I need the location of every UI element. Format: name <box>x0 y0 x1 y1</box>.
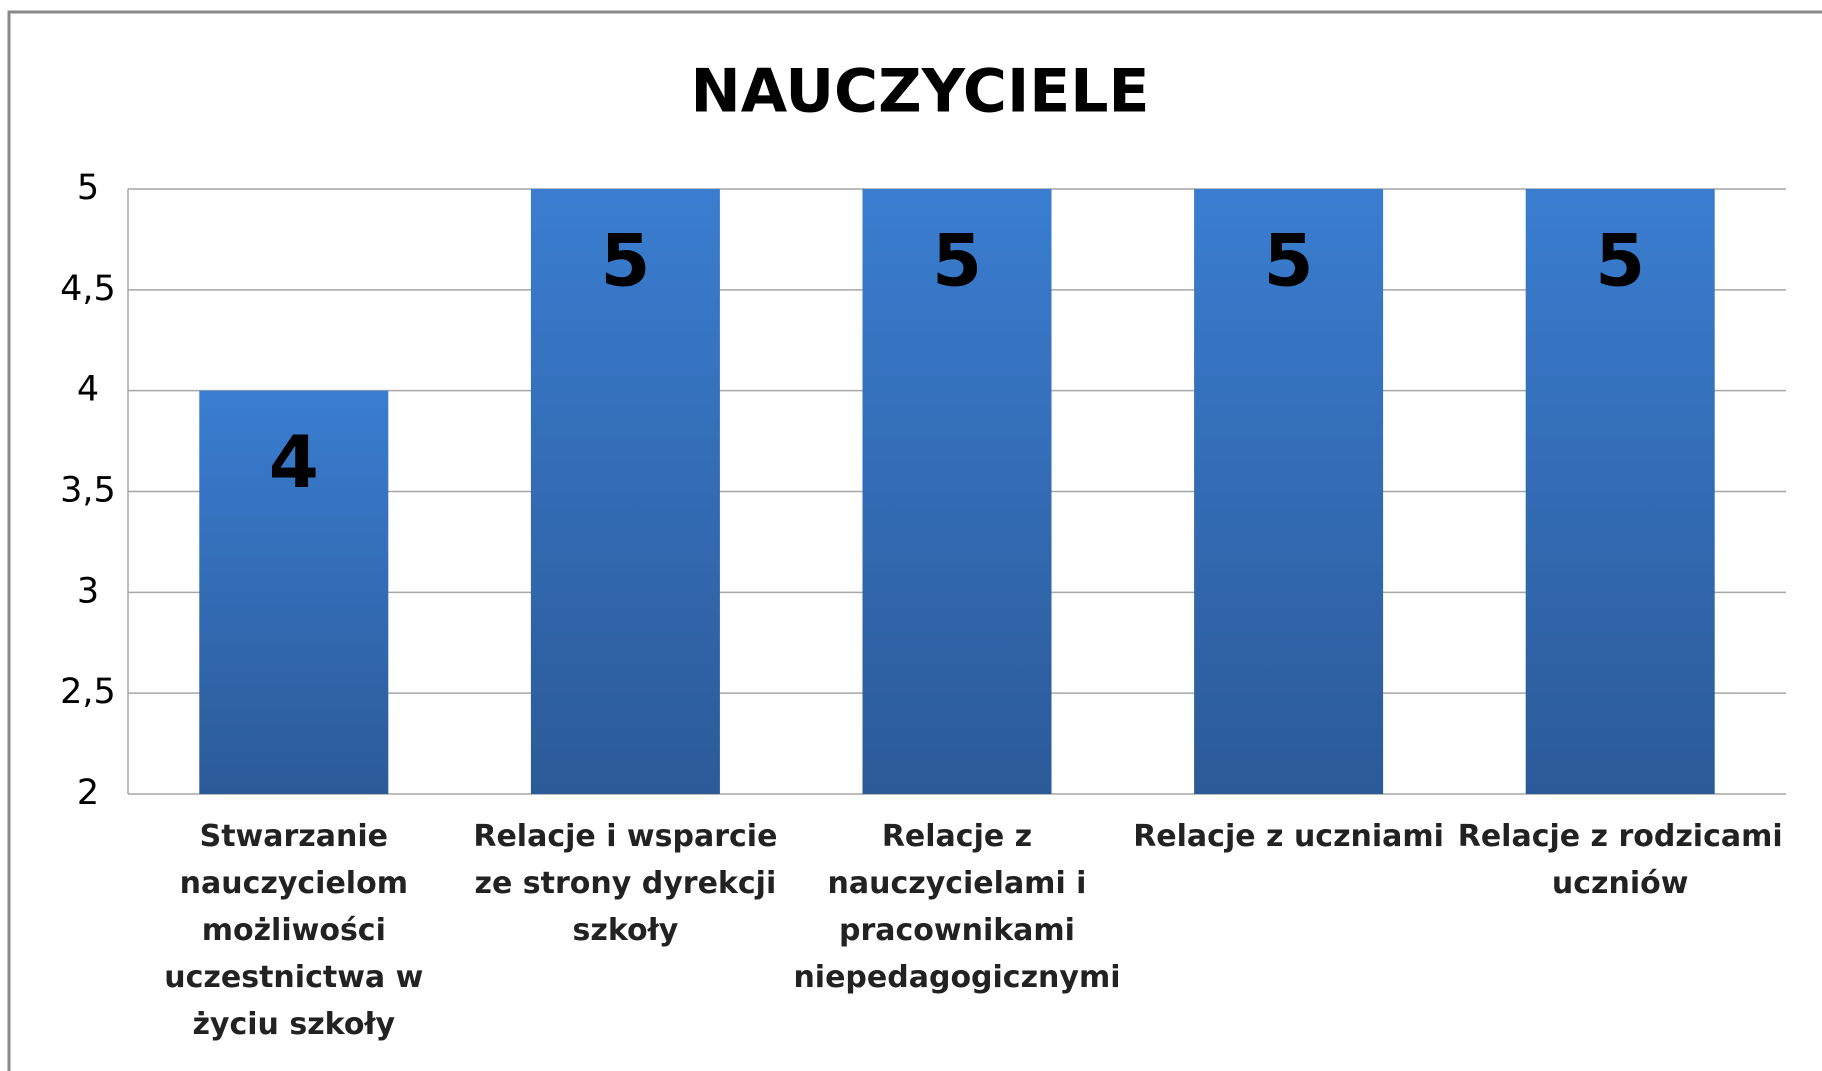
y-tick-label: 5 <box>77 168 99 208</box>
data-label: 5 <box>1264 219 1314 303</box>
bar <box>199 390 389 794</box>
x-tick-label: Stwarzanie nauczycielom możliwości uczes… <box>164 819 424 1042</box>
y-tick-label: 2,5 <box>60 672 116 712</box>
chart-title: NAUCZYCIELE <box>691 57 1150 127</box>
x-tick-label: Relacje z rodzicami uczniów <box>1457 819 1783 901</box>
y-tick-label: 2 <box>77 773 99 813</box>
y-tick-label: 3,5 <box>60 471 116 511</box>
x-tick-label: Relacje z nauczycielami i pracownikami n… <box>793 819 1121 995</box>
x-tick-label: Relacje i wsparcie ze strony dyrekcji sz… <box>473 819 778 948</box>
y-tick-label: 4 <box>77 370 99 410</box>
y-tick-label: 3 <box>77 571 99 611</box>
data-label: 5 <box>600 219 650 303</box>
data-label: 5 <box>932 219 982 303</box>
bar <box>1525 189 1715 794</box>
y-tick-label: 4,5 <box>60 269 116 309</box>
bar <box>530 189 720 794</box>
bar <box>862 189 1052 794</box>
x-tick-label: Relacje z uczniami <box>1133 819 1444 854</box>
data-label: 4 <box>269 420 319 504</box>
data-label: 5 <box>1595 219 1645 303</box>
frame <box>7 10 1822 1071</box>
bar <box>1194 189 1384 794</box>
